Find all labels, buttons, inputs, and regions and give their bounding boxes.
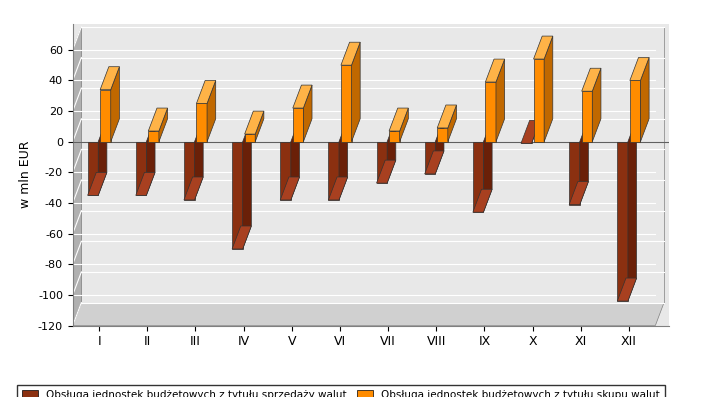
Polygon shape [473, 142, 483, 212]
Polygon shape [196, 104, 207, 142]
Polygon shape [293, 85, 312, 108]
Polygon shape [531, 119, 540, 143]
Polygon shape [159, 108, 167, 142]
Polygon shape [244, 111, 264, 134]
Polygon shape [100, 67, 119, 90]
Polygon shape [483, 119, 492, 212]
Polygon shape [184, 142, 195, 200]
Polygon shape [136, 172, 155, 195]
Polygon shape [534, 59, 544, 142]
Polygon shape [425, 142, 435, 174]
Polygon shape [389, 108, 409, 131]
Polygon shape [244, 134, 255, 142]
Polygon shape [243, 119, 252, 249]
Polygon shape [73, 27, 81, 326]
Polygon shape [377, 142, 387, 183]
Polygon shape [640, 58, 649, 142]
Polygon shape [593, 68, 601, 142]
Polygon shape [136, 142, 146, 195]
Polygon shape [111, 67, 119, 142]
Polygon shape [628, 119, 637, 301]
Polygon shape [473, 189, 492, 212]
Polygon shape [255, 111, 264, 142]
Polygon shape [617, 142, 628, 301]
Polygon shape [387, 119, 395, 183]
Polygon shape [582, 91, 593, 142]
Polygon shape [329, 142, 339, 200]
Polygon shape [425, 151, 444, 174]
Polygon shape [579, 119, 588, 204]
Polygon shape [100, 90, 111, 142]
Polygon shape [303, 85, 312, 142]
Polygon shape [88, 142, 98, 195]
Polygon shape [148, 131, 159, 142]
Polygon shape [486, 59, 505, 82]
Polygon shape [88, 172, 107, 195]
Polygon shape [339, 119, 348, 200]
Polygon shape [435, 119, 444, 174]
Polygon shape [81, 27, 664, 303]
Polygon shape [291, 119, 300, 200]
Polygon shape [389, 131, 400, 142]
Polygon shape [341, 42, 360, 65]
Polygon shape [437, 128, 448, 142]
Polygon shape [232, 226, 252, 249]
Polygon shape [73, 303, 664, 326]
Polygon shape [146, 119, 155, 195]
Polygon shape [400, 108, 409, 142]
Polygon shape [448, 105, 457, 142]
Legend: Obsługa jednostek budżetowych z tytułu sprzedaży walut, Obsługa jednostek budżet: Obsługa jednostek budżetowych z tytułu s… [17, 385, 665, 397]
Polygon shape [196, 81, 216, 104]
Polygon shape [293, 108, 303, 142]
Polygon shape [630, 58, 649, 81]
Polygon shape [521, 142, 531, 143]
Polygon shape [232, 142, 243, 249]
Polygon shape [329, 177, 348, 200]
Polygon shape [437, 105, 457, 128]
Polygon shape [486, 82, 496, 142]
Polygon shape [534, 36, 553, 59]
Polygon shape [352, 42, 360, 142]
Polygon shape [569, 181, 588, 204]
Polygon shape [280, 177, 300, 200]
Polygon shape [569, 142, 579, 204]
Polygon shape [148, 108, 167, 131]
Polygon shape [377, 160, 395, 183]
Polygon shape [521, 120, 540, 143]
Polygon shape [582, 68, 601, 91]
Polygon shape [184, 177, 203, 200]
Polygon shape [496, 59, 505, 142]
Y-axis label: w mln EUR: w mln EUR [20, 141, 32, 208]
Polygon shape [98, 119, 107, 195]
Polygon shape [630, 81, 640, 142]
Polygon shape [544, 36, 553, 142]
Polygon shape [280, 142, 291, 200]
Polygon shape [207, 81, 216, 142]
Polygon shape [341, 65, 352, 142]
Polygon shape [617, 278, 637, 301]
Polygon shape [195, 119, 203, 200]
